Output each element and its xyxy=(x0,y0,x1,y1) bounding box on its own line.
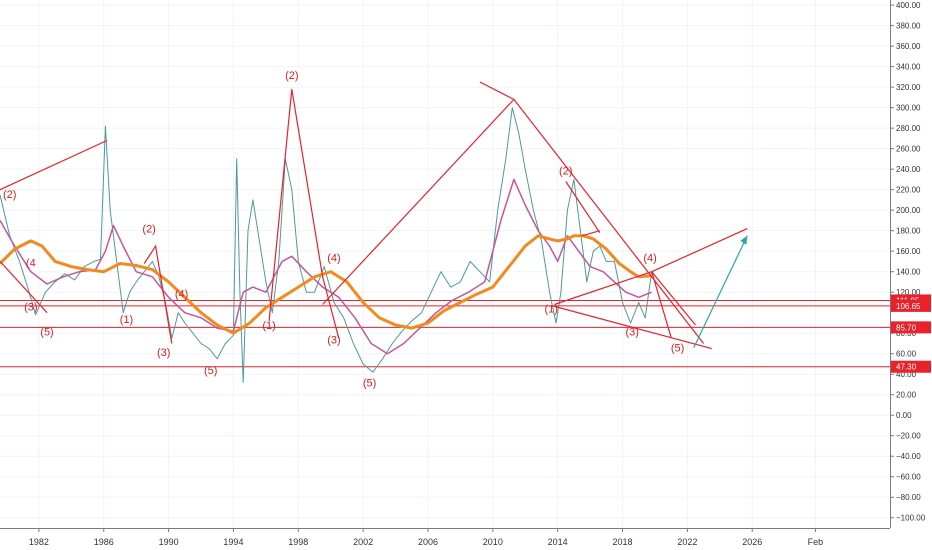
wave-label: (5) xyxy=(363,378,376,390)
wave-label: (3) xyxy=(24,302,37,314)
projection-line xyxy=(693,235,748,348)
series-line xyxy=(0,234,652,335)
wave-label: (1) xyxy=(544,304,557,316)
wave-label: (3) xyxy=(327,334,340,346)
projection-line xyxy=(651,271,672,338)
x-tick-label: 2002 xyxy=(353,537,373,547)
wave-label: (1) xyxy=(120,314,133,326)
wave-label: (1) xyxy=(262,320,275,332)
price-axis-bg xyxy=(890,0,932,550)
wave-label: (2) xyxy=(559,165,572,177)
y-tick-label: 360.00 xyxy=(896,42,921,51)
x-tick-label: 2022 xyxy=(677,537,697,547)
wave-labels: (2)(4(3)(5)(1)(2)(4)(3)(5)(1)(2)(4)(3)(5… xyxy=(3,70,684,390)
wave-trendline xyxy=(513,99,705,344)
price-badge-label: 106.65 xyxy=(896,302,921,311)
price-badge-label: 85.70 xyxy=(896,323,917,332)
x-tick-label: 1994 xyxy=(223,537,243,547)
y-tick-label: 200.00 xyxy=(896,206,921,215)
wave-label: (5) xyxy=(204,365,217,377)
x-tick-label: 2018 xyxy=(612,537,632,547)
series-line xyxy=(0,107,653,383)
wave-trendline xyxy=(651,271,696,326)
y-tick-label: 280.00 xyxy=(896,124,921,133)
wave-trendline xyxy=(479,81,515,100)
y-tick-label: 140.00 xyxy=(896,268,921,277)
price-badge xyxy=(891,299,931,312)
x-tick-label: 2010 xyxy=(483,537,503,547)
y-tick-label: 340.00 xyxy=(896,63,921,72)
grid xyxy=(0,0,890,528)
wave-label: (4) xyxy=(327,252,340,264)
y-tick-label: −20.00 xyxy=(896,432,921,441)
y-tick-label: 80.00 xyxy=(896,329,917,338)
wave-lines xyxy=(0,81,748,350)
price-axis[interactable]: 400.00 380.00 360.00 340.00 320.00 300.00 280.… xyxy=(890,0,932,550)
projection-arrowhead xyxy=(740,235,748,245)
price-series xyxy=(0,107,653,383)
price-badge xyxy=(891,321,931,334)
y-tick-label: 20.00 xyxy=(896,391,917,400)
wave-trendline xyxy=(143,244,173,344)
y-tick-label: 320.00 xyxy=(896,83,921,92)
y-tick-label: 160.00 xyxy=(896,247,921,256)
wave-trendline xyxy=(554,271,652,306)
y-tick-label: 380.00 xyxy=(896,22,921,31)
y-tick-label: 260.00 xyxy=(896,145,921,154)
wave-label: (5) xyxy=(671,343,684,355)
y-tick-label: 240.00 xyxy=(896,165,921,174)
wave-trendline xyxy=(268,89,340,339)
x-tick-label: 1990 xyxy=(159,537,179,547)
x-tick-label: 2026 xyxy=(742,537,762,547)
price-badge xyxy=(891,360,931,373)
wave-label: (2) xyxy=(3,189,16,201)
wave-label: (2) xyxy=(142,224,155,236)
series-line xyxy=(0,178,652,355)
price-badge-label: 47.30 xyxy=(896,363,917,372)
x-tick-label: Feb xyxy=(808,537,824,547)
wave-label: (5) xyxy=(40,326,53,338)
wave-trendline xyxy=(322,98,515,305)
time-axis[interactable]: 1982 1986 1990 1994 1998 2002 2006 2010 2014 2018… xyxy=(0,528,890,547)
x-tick-label: 1998 xyxy=(288,537,308,547)
y-tick-label: 400.00 xyxy=(896,1,921,10)
wave-trendline xyxy=(0,139,108,191)
x-tick-label: 1982 xyxy=(29,537,49,547)
y-tick-label: 40.00 xyxy=(896,370,917,379)
wave-label: (4 xyxy=(26,258,36,270)
y-tick-label: 60.00 xyxy=(896,350,917,359)
y-tick-label: 220.00 xyxy=(896,186,921,195)
y-tick-label: 300.00 xyxy=(896,104,921,113)
wave-label: (4) xyxy=(175,288,188,300)
wave-label: (4) xyxy=(643,252,656,264)
wave-trendline xyxy=(0,260,48,314)
wave-label: (2) xyxy=(285,70,298,82)
y-tick-label: 0.00 xyxy=(896,411,912,420)
y-tick-label: −60.00 xyxy=(896,473,921,482)
wave-trendline xyxy=(651,228,748,273)
y-tick-label: 180.00 xyxy=(896,227,921,236)
wave-label: (3) xyxy=(157,347,170,359)
y-tick-label: 120.00 xyxy=(896,288,921,297)
x-tick-label: 2006 xyxy=(418,537,438,547)
wave-trendline xyxy=(565,181,601,234)
y-tick-label: −100.00 xyxy=(896,514,926,523)
y-tick-label: −80.00 xyxy=(896,493,921,502)
wave-label: (3) xyxy=(626,326,639,338)
y-tick-label: −40.00 xyxy=(896,452,921,461)
wave-trendline xyxy=(581,230,600,237)
x-tick-label: 2014 xyxy=(548,537,568,547)
x-tick-label: 1986 xyxy=(94,537,114,547)
wave-trendline xyxy=(551,304,712,350)
